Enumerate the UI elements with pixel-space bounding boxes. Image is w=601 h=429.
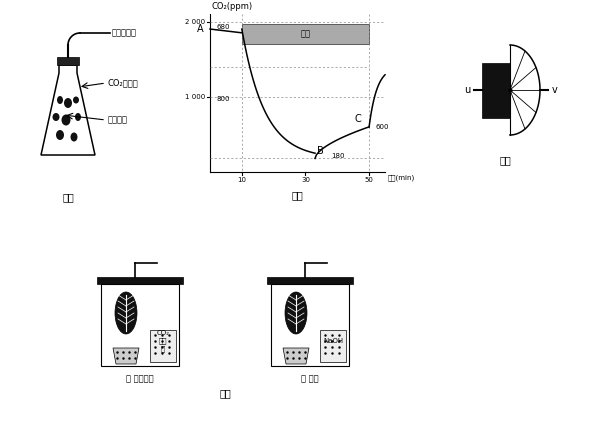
Text: A: A (197, 24, 204, 34)
Text: CO₂
缓冲
液: CO₂ 缓冲 液 (156, 330, 169, 352)
Text: 2 000: 2 000 (185, 18, 205, 24)
Text: v: v (552, 85, 558, 95)
Text: C: C (355, 115, 361, 124)
Text: 连接计算机: 连接计算机 (112, 28, 137, 37)
Text: B: B (317, 146, 324, 157)
Text: 图一: 图一 (62, 192, 74, 202)
Bar (267, 277, 353, 284)
Text: NaOH: NaOH (323, 338, 343, 344)
Bar (482, 63, 510, 118)
Text: CO₂(ppm): CO₂(ppm) (212, 2, 253, 11)
Text: 30: 30 (301, 177, 310, 183)
Text: 甲 适宜光照: 甲 适宜光照 (126, 374, 154, 383)
Text: CO₂传感器: CO₂传感器 (108, 79, 139, 88)
Ellipse shape (285, 292, 307, 334)
Text: 50: 50 (365, 177, 374, 183)
Bar (97, 277, 183, 284)
Ellipse shape (73, 97, 79, 103)
Text: 180: 180 (331, 154, 344, 160)
Bar (271, 284, 349, 366)
Ellipse shape (70, 133, 78, 142)
Text: 乙 遮光: 乙 遮光 (301, 374, 319, 383)
Text: 光照: 光照 (300, 29, 311, 38)
Text: 绿色植物: 绿色植物 (108, 115, 128, 124)
Text: 1 000: 1 000 (185, 94, 205, 100)
Ellipse shape (61, 115, 70, 126)
Ellipse shape (115, 292, 137, 334)
Ellipse shape (75, 113, 81, 121)
Ellipse shape (64, 98, 72, 108)
Text: 时间(min): 时间(min) (388, 174, 415, 181)
Polygon shape (283, 348, 309, 364)
Bar (242, 24, 369, 44)
Text: 图四: 图四 (219, 388, 231, 398)
Ellipse shape (56, 130, 64, 140)
Ellipse shape (52, 113, 59, 121)
Text: 680: 680 (216, 24, 230, 30)
Text: 10: 10 (237, 177, 246, 183)
Ellipse shape (57, 96, 63, 104)
Text: u: u (464, 85, 470, 95)
Polygon shape (113, 348, 139, 364)
Bar (101, 284, 179, 366)
Bar (320, 330, 346, 362)
Text: 800: 800 (216, 96, 230, 102)
Bar (57, 57, 79, 65)
Text: 600: 600 (376, 124, 389, 130)
Text: 图二: 图二 (291, 190, 304, 200)
Bar (150, 330, 176, 362)
Text: 图三: 图三 (499, 155, 511, 165)
